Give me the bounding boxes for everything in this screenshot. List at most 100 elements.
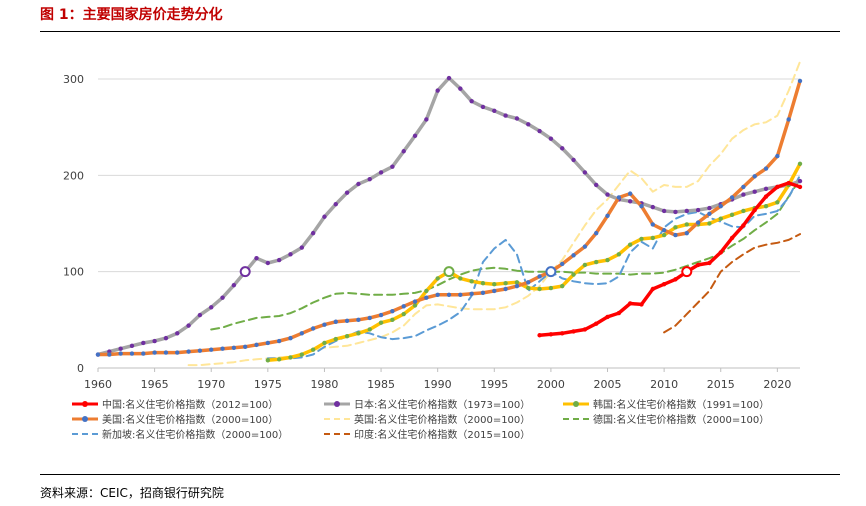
series-3-point-13 — [242, 344, 248, 350]
series-1-point-59 — [763, 186, 769, 192]
y-tick-label-300: 300 — [63, 73, 84, 86]
series-3-point-52 — [684, 230, 689, 236]
series-1-point-24 — [367, 176, 372, 182]
series-2-point-9 — [367, 327, 372, 332]
series-2-point-45 — [775, 200, 780, 205]
legend-label-6: 新加坡:名义住宅价格指数（2000=100） — [102, 428, 288, 441]
series-2-point-2 — [288, 355, 293, 360]
series-2-point-36 — [673, 225, 678, 230]
x-tick-label-1975: 1975 — [254, 378, 282, 391]
series-1-point-31 — [446, 75, 452, 81]
x-tick-label-2015: 2015 — [707, 378, 735, 391]
series-1-point-2 — [118, 346, 123, 351]
series-3-point-61 — [786, 117, 791, 122]
series-1-point-4 — [141, 340, 146, 346]
series-1-point-34 — [480, 104, 486, 110]
series-2-point-3 — [299, 352, 305, 357]
series-3-point-39 — [537, 274, 542, 279]
series-3-point-3 — [129, 351, 135, 356]
series-3-point-29 — [424, 295, 429, 300]
series-3-point-21 — [333, 319, 338, 324]
y-tick-label-100: 100 — [63, 266, 84, 279]
series-2-point-6 — [333, 336, 338, 342]
series-1-point-9 — [197, 312, 203, 318]
series-line-5 — [210, 178, 801, 331]
series-3-point-31 — [446, 292, 452, 297]
series-3-point-19 — [310, 326, 316, 331]
series-1-point-29 — [424, 117, 429, 122]
series-0-point-14 — [695, 262, 701, 268]
series-2-point-14 — [424, 288, 429, 294]
legend-label-7: 印度:名义住宅价格指数（2015=100） — [354, 428, 530, 441]
series-1-point-62 — [797, 178, 803, 184]
series-3-point-45 — [605, 213, 610, 218]
series-2-point-23 — [526, 285, 531, 291]
series-1-point-23 — [356, 181, 361, 187]
series-2-point-27 — [571, 272, 576, 277]
series-1-point-44 — [593, 182, 599, 188]
series-0-point-18 — [741, 223, 746, 228]
series-2-point-39 — [707, 221, 712, 226]
series-2-point-15 — [435, 276, 440, 281]
x-tick-label-1970: 1970 — [197, 378, 225, 391]
series-1-point-43 — [582, 170, 588, 175]
series-3-point-32 — [458, 292, 463, 297]
series-1-point-53 — [695, 207, 701, 213]
series-1-point-16 — [276, 257, 282, 263]
series-1-point-26 — [390, 164, 395, 169]
series-2-point-11 — [390, 317, 395, 323]
x-tick-label-1990: 1990 — [424, 378, 452, 391]
series-line-1 — [96, 76, 802, 357]
series-1-point-14 — [254, 255, 259, 261]
series-3-point-53 — [695, 220, 701, 225]
series-1-point-32 — [458, 86, 463, 91]
series-1-point-36 — [503, 113, 508, 118]
series-lines — [95, 60, 803, 367]
legend-label-0: 中国:名义住宅价格指数（2012=100） — [102, 398, 278, 411]
series-1-point-8 — [186, 323, 191, 328]
series-1-point-11 — [220, 295, 225, 300]
series-3-point-49 — [650, 222, 656, 227]
series-2-point-7 — [344, 334, 350, 339]
bottom-rule — [40, 474, 840, 475]
x-tick-label-1960: 1960 — [84, 378, 112, 391]
series-1-point-51 — [673, 209, 678, 215]
series-3-point-50 — [661, 228, 667, 233]
series-2-point-29 — [593, 259, 599, 265]
series-2-point-24 — [537, 286, 542, 292]
series-1-point-7 — [175, 331, 180, 336]
x-tick-label-2000: 2000 — [537, 378, 565, 391]
x-tick-label-1980: 1980 — [310, 378, 338, 391]
series-3-point-43 — [582, 244, 588, 249]
series-2-point-0 — [265, 358, 271, 363]
series-2-point-41 — [729, 212, 735, 218]
legend-label-1: 日本:名义住宅价格指数（1973=100） — [354, 398, 530, 411]
series-1-point-40 — [548, 136, 554, 141]
series-0-point-5 — [593, 321, 599, 326]
series-0-point-21 — [775, 184, 780, 190]
series-1-point-5 — [152, 338, 157, 344]
series-2-point-42 — [741, 208, 746, 214]
series-1-point-52 — [684, 208, 689, 214]
series-2-point-34 — [650, 235, 656, 241]
figure-title: 图 1：主要国家房价走势分化 — [40, 7, 223, 23]
series-3-point-35 — [492, 288, 497, 294]
highlight-markers — [239, 266, 693, 278]
series-1-point-25 — [378, 170, 384, 175]
series-1-point-28 — [412, 133, 418, 139]
series-3-point-23 — [356, 317, 361, 323]
series-0-point-17 — [729, 235, 735, 241]
series-2-point-26 — [560, 283, 565, 289]
series-2-point-8 — [356, 331, 361, 336]
series-1-point-33 — [469, 98, 474, 104]
x-tick-label-1985: 1985 — [367, 378, 395, 391]
series-2-point-44 — [763, 203, 769, 209]
series-3-point-46 — [616, 195, 622, 200]
series-0-point-12 — [673, 277, 678, 282]
series-0-point-6 — [605, 314, 610, 320]
series-1-point-19 — [310, 230, 316, 236]
source-note: 资料来源：CEIC，招商银行研究院 — [40, 486, 224, 500]
series-3-point-55 — [718, 203, 723, 209]
series-2-point-40 — [718, 216, 723, 221]
y-tick-label-0: 0 — [77, 362, 84, 375]
